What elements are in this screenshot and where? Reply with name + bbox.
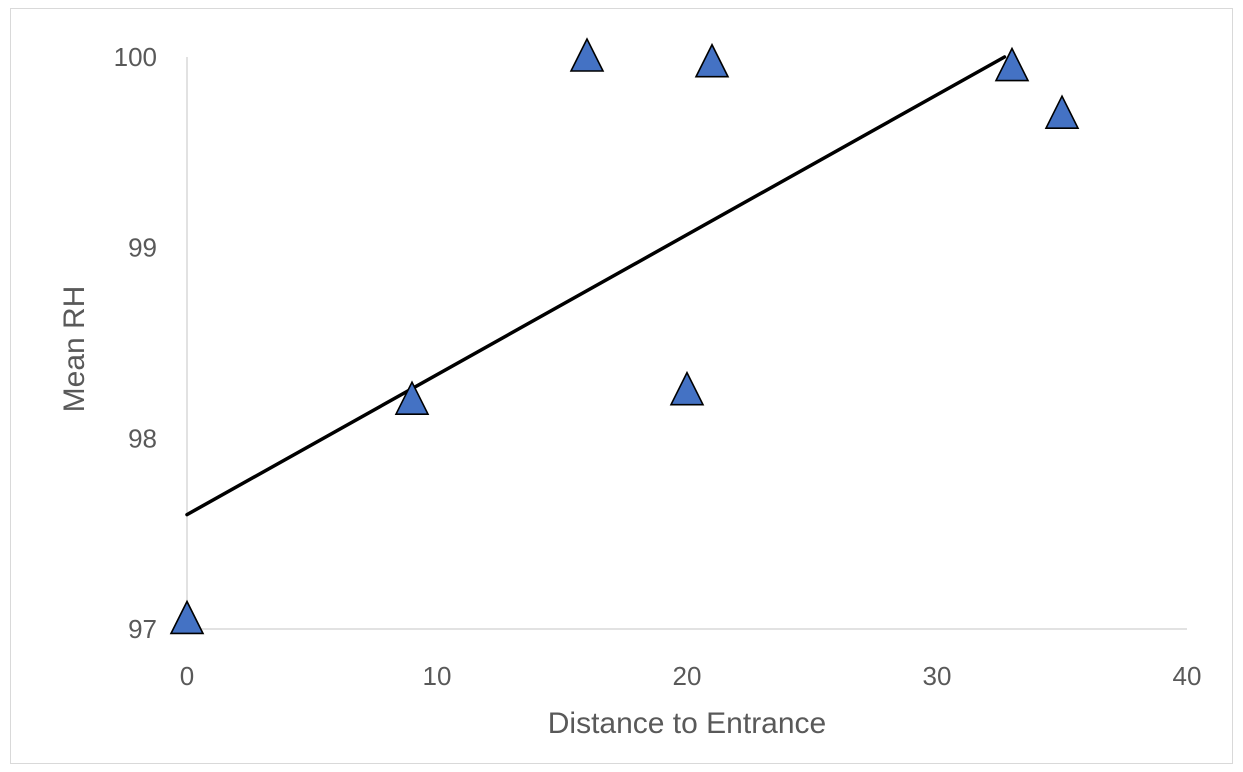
y-tick-label: 99 — [128, 233, 157, 263]
data-point-triangle — [669, 370, 705, 406]
x-tick-label: 0 — [180, 661, 194, 691]
y-tick-labels: 97 98 99 100 — [114, 42, 157, 644]
data-point-triangle — [394, 380, 430, 416]
data-point-triangle — [1044, 94, 1080, 129]
y-tick-label: 100 — [114, 42, 157, 72]
x-tick-label: 40 — [1173, 661, 1202, 691]
axes — [186, 57, 1187, 630]
y-tick-label: 97 — [128, 614, 157, 644]
data-point-triangle — [694, 42, 730, 78]
y-axis-title: Mean RH — [58, 286, 91, 413]
data-points — [169, 37, 1080, 635]
x-tick-label: 20 — [673, 661, 702, 691]
data-point-triangle — [569, 37, 605, 72]
x-tick-labels: 0 10 20 30 40 — [180, 661, 1202, 691]
trendline — [185, 55, 1007, 517]
data-point-triangle — [169, 599, 205, 635]
x-axis-title: Distance to Entrance — [548, 707, 826, 740]
x-tick-label: 10 — [423, 661, 452, 691]
y-tick-label: 98 — [128, 423, 157, 453]
x-tick-label: 30 — [923, 661, 952, 691]
data-point-triangle — [994, 46, 1030, 82]
chart-frame — [10, 8, 1233, 764]
